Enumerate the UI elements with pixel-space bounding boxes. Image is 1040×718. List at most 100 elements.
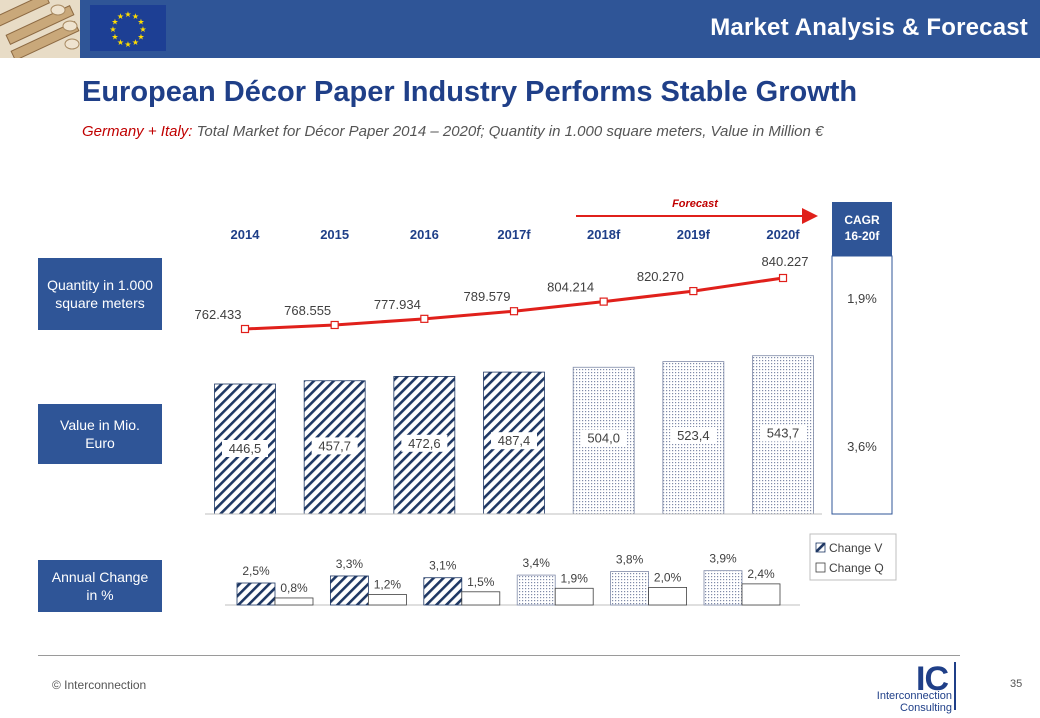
- legend-swatch-change-q: [815, 562, 826, 573]
- chart-subtitle: Germany + Italy: Total Market for Décor …: [82, 123, 823, 140]
- year-labels: 2014 2015 2016 2017f 2018f 2019f 2020f: [231, 227, 801, 242]
- change-v-label: 3,1%: [429, 559, 457, 573]
- year-label: 2017f: [497, 227, 531, 242]
- year-label: 2015: [320, 227, 349, 242]
- eu-star: ★: [111, 33, 118, 42]
- eu-stars-icon: ★ ★★★★★★★★★★★: [109, 10, 146, 49]
- eu-star: ★: [132, 38, 139, 47]
- cagr-header-line2: 16-20f: [845, 229, 881, 243]
- year-label: 2016: [410, 227, 439, 242]
- year-label: 2020f: [766, 227, 800, 242]
- value-label-bg: [401, 434, 448, 452]
- change-q-bar: [274, 597, 314, 606]
- paper-rolls-graphic: [0, 0, 80, 58]
- quantity-row-label: Quantity in 1.000 square meters: [38, 258, 162, 330]
- change-v-label: 3,9%: [709, 552, 737, 566]
- value-label-bg: [222, 440, 268, 457]
- change-row-label: Annual Change in %: [38, 560, 162, 612]
- quantity-label: 762.433: [195, 307, 242, 322]
- logo-mark: IC: [916, 660, 949, 698]
- value-label: 457,7: [318, 438, 351, 453]
- change-v-bar: [236, 582, 276, 606]
- value-label-bg: [670, 427, 717, 444]
- value-label: 504,0: [587, 431, 620, 446]
- company-logo: IC Interconnection Consulting: [877, 660, 960, 714]
- change-v-bar: [423, 577, 463, 606]
- quantity-row-label-text: Quantity in 1.000 square meters: [47, 276, 153, 311]
- change-q-bar: [554, 587, 594, 606]
- change-q-bar: [367, 594, 407, 606]
- value-label-bg: [311, 437, 358, 455]
- eu-star: ★: [139, 25, 146, 34]
- change-row-label-text: Annual Change in %: [51, 568, 149, 603]
- quantity-label: 840.227: [762, 254, 809, 269]
- legend-label-change-q: Change Q: [829, 561, 884, 575]
- change-v-label: 2,5%: [242, 564, 270, 578]
- change-v-label: 3,4%: [523, 556, 551, 570]
- quantity-point: [330, 320, 339, 330]
- eu-star: ★: [111, 18, 118, 27]
- change-q-bar: [741, 583, 781, 606]
- eu-flag: ★ ★ ★ ★ ★ ★ ★ ★ ★ ★ ★ ★: [90, 5, 166, 51]
- value-bars: 446,5 457,7 472,6 487,4 504,0 523,4 543,7: [205, 355, 822, 515]
- quantity-point: [509, 307, 519, 316]
- value-label: 543,7: [767, 425, 800, 440]
- eu-star: ★: [124, 10, 131, 19]
- subtitle-lead: Germany + Italy:: [82, 123, 193, 140]
- page-number: 35: [1010, 678, 1023, 690]
- change-q-label: 1,2%: [374, 577, 402, 591]
- value-label-bg: [491, 432, 538, 450]
- value-label: 523,4: [677, 428, 710, 443]
- change-v-bar: [703, 570, 743, 606]
- year-label: 2018f: [587, 227, 621, 242]
- change-q-label: 2,4%: [747, 567, 775, 581]
- eu-star: ★: [109, 25, 116, 34]
- change-v-bar: [329, 575, 369, 606]
- value-label: 472,6: [408, 436, 441, 451]
- eu-star: ★: [117, 12, 124, 21]
- quantity-point: [240, 324, 250, 334]
- cagr-quantity: 1,9%: [847, 291, 877, 306]
- year-label: 2019f: [677, 227, 711, 242]
- value-label-bg: [760, 424, 807, 442]
- footer-copyright: © Interconnection: [52, 678, 147, 692]
- legend-swatch-change-v: [815, 542, 826, 553]
- eu-star: ★: [117, 38, 124, 47]
- change-q-label: 1,9%: [561, 571, 589, 585]
- footer-divider: [38, 655, 960, 656]
- quantity-point: [599, 297, 608, 306]
- change-v-label: 3,3%: [336, 557, 364, 571]
- quantity-point: [689, 286, 698, 296]
- quantity-line: 762.433 768.555 777.934 789.579 804.214 820.2…: [195, 254, 809, 334]
- logo-line1: Interconnection: [876, 690, 952, 702]
- subtitle-rest: Total Market for Décor Paper 2014 – 2020…: [192, 123, 824, 140]
- quantity-label: 768.555: [284, 303, 331, 318]
- change-v-label: 3,8%: [616, 553, 644, 567]
- year-label: 2014: [231, 227, 261, 242]
- change-q-label: 2,0%: [654, 570, 682, 584]
- change-v-bar: [610, 571, 649, 606]
- eu-star: ★: [137, 33, 144, 42]
- value-row-label: Value in Mio. Euro: [38, 404, 162, 464]
- value-label-bg: [580, 429, 627, 447]
- paper-rolls-image: [0, 0, 80, 58]
- change-q-bar: [648, 587, 687, 606]
- change-q-bar: [461, 591, 501, 606]
- cagr-value: 3,6%: [847, 439, 877, 454]
- page-title: European Décor Paper Industry Performs S…: [82, 76, 858, 108]
- cagr-header-line1: CAGR: [844, 213, 880, 227]
- value-label: 487,4: [498, 433, 531, 448]
- eu-star: ★: [132, 12, 139, 21]
- value-label: 446,5: [229, 441, 262, 456]
- cagr-body-box: [831, 255, 893, 515]
- cagr-header-box: [832, 202, 892, 256]
- logo-line2: Consulting: [900, 702, 952, 714]
- quantity-label: 777.934: [374, 297, 421, 312]
- forecast-label: Forecast: [672, 198, 719, 210]
- quantity-label: 804.214: [547, 280, 594, 295]
- eu-star: ★: [124, 40, 131, 49]
- header-bar: ★ ★ ★ ★ ★ ★ ★ ★ ★ ★ ★ ★ Market Analysis & Forecast: [0, 0, 1040, 58]
- annual-change-bars: 2,5% 3,3% 3,1% 3,4% 3,8% 3,9% 0,8% 1,2% 1,5% 1,9%…: [225, 552, 800, 606]
- logo-bar: [954, 662, 956, 710]
